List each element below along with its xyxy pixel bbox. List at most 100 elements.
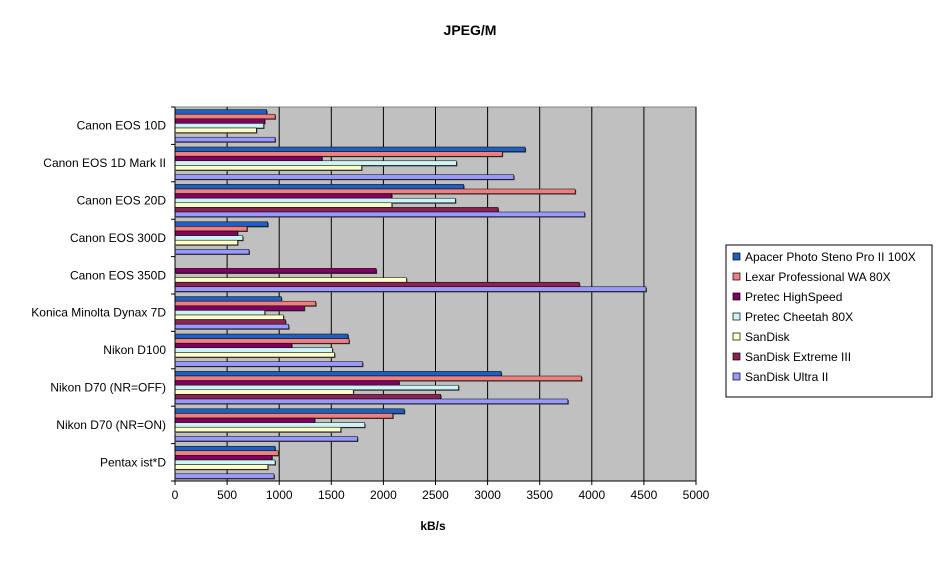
bar <box>174 281 580 288</box>
category-label: Nikon D70 (NR=ON) <box>56 418 166 432</box>
legend-swatch <box>732 372 741 381</box>
x-tick-label: 5000 <box>683 488 710 502</box>
bar <box>174 464 268 470</box>
x-tick-label: 500 <box>217 488 237 502</box>
x-tick-label: 0 <box>172 488 179 502</box>
category-label: Nikon D70 (NR=OFF) <box>50 381 166 395</box>
bar <box>174 188 576 194</box>
category-label: Canon EOS 1D Mark II <box>43 156 166 170</box>
legend-swatch <box>732 332 741 341</box>
bar <box>174 389 354 395</box>
bar <box>174 352 335 358</box>
bar <box>174 333 349 339</box>
category-axis: Canon EOS 10D Canon EOS 1D Mark II Canon E… <box>31 106 175 482</box>
bar <box>174 151 503 157</box>
bar <box>174 235 243 241</box>
category-label: Pentax ist*D <box>100 455 166 469</box>
bar <box>174 123 264 129</box>
bar <box>174 197 456 204</box>
bar <box>174 342 292 349</box>
x-tick-label: 2000 <box>370 488 397 502</box>
bar <box>174 165 362 171</box>
legend-swatch <box>732 252 741 261</box>
x-tick-label: 1000 <box>266 488 293 502</box>
legend-label: Pretec Cheetah 80X <box>745 310 853 324</box>
bar <box>174 286 647 292</box>
bar <box>174 300 316 307</box>
bar <box>174 323 289 330</box>
bar <box>174 361 363 367</box>
category-label: Canon EOS 10D <box>77 119 167 133</box>
x-tick-label: 4500 <box>631 488 658 502</box>
category-label: Konica Minolta Dynax 7D <box>31 306 166 320</box>
bar <box>174 422 365 428</box>
bar <box>174 436 358 442</box>
legend: Apacer Photo Steno Pro II 100X Lexar Prof… <box>725 244 933 398</box>
bar <box>174 380 400 386</box>
bar <box>174 174 514 180</box>
legend-label: SanDisk <box>745 330 791 344</box>
bar <box>174 394 441 400</box>
bar <box>174 413 394 419</box>
x-axis-title: kB/s <box>420 519 446 533</box>
legend-box <box>725 244 933 398</box>
bar <box>174 207 499 213</box>
x-tick-label: 4000 <box>578 488 605 502</box>
bar <box>174 417 315 423</box>
category-label: Canon EOS 350D <box>70 268 166 282</box>
bar <box>174 127 257 133</box>
bar <box>174 146 526 152</box>
legend-swatch <box>732 272 741 281</box>
legend-swatch <box>732 292 741 301</box>
bar <box>174 459 276 465</box>
bar <box>174 450 279 456</box>
x-tick-label: 2500 <box>422 488 449 502</box>
bar <box>174 109 267 115</box>
bar <box>174 319 286 325</box>
x-tick-label: 3500 <box>526 488 553 502</box>
value-axis: 0 500 1000 1500 2000 2500 3000 3500 4000 4500 5000 <box>172 481 710 502</box>
bar <box>174 375 582 381</box>
bar <box>174 239 238 246</box>
x-tick-label: 3000 <box>474 488 501 502</box>
bar <box>174 426 341 433</box>
bar <box>174 384 459 391</box>
category-label: Canon EOS 20D <box>77 194 167 208</box>
x-tick-label: 1500 <box>318 488 345 502</box>
bar <box>174 268 377 274</box>
bar <box>174 371 502 377</box>
bar <box>174 211 585 217</box>
bar <box>174 473 275 479</box>
plot-area <box>174 106 697 482</box>
legend-label: SanDisk Extreme III <box>745 350 851 364</box>
bar <box>174 310 265 316</box>
legend-swatch <box>732 312 741 321</box>
bar <box>174 202 392 208</box>
bar <box>174 113 276 120</box>
bar <box>174 155 323 162</box>
legend-label: Apacer Photo Steno Pro II 100X <box>745 250 916 264</box>
bar <box>174 118 265 124</box>
legend-label: Pretec HighSpeed <box>745 290 842 304</box>
bar <box>174 249 250 255</box>
category-label: Canon EOS 300D <box>70 231 166 245</box>
legend-label: Lexar Professional WA 80X <box>745 270 891 284</box>
bar <box>174 398 569 404</box>
bar <box>174 221 268 227</box>
bar <box>174 226 248 232</box>
bar <box>174 408 405 414</box>
bar <box>174 184 464 190</box>
bar <box>174 277 407 283</box>
bar <box>174 296 282 302</box>
bar <box>174 305 305 311</box>
chart-title: JPEG/M <box>444 22 497 38</box>
bar <box>174 136 276 143</box>
bar <box>174 193 392 199</box>
category-label: Nikon D100 <box>103 343 166 357</box>
bar <box>174 338 350 344</box>
bar <box>174 314 284 320</box>
legend-swatch <box>732 352 741 361</box>
bar <box>174 445 276 452</box>
legend-label: SanDisk Ultra II <box>745 370 828 384</box>
